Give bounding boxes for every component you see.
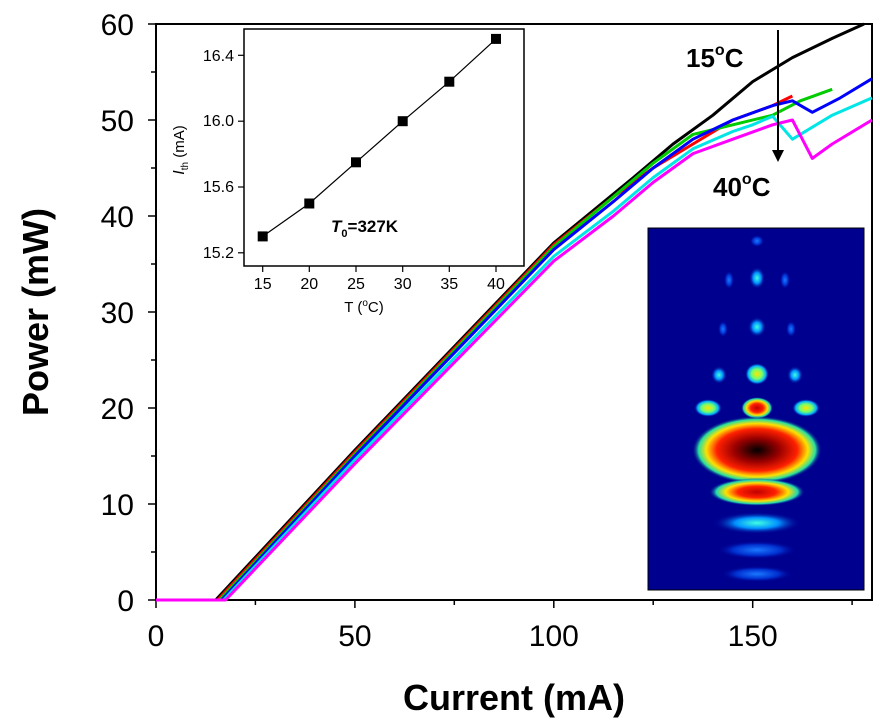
inset-point-15 [257, 231, 268, 242]
y-tick-label-40: 40 [101, 201, 134, 234]
inset-point-30 [397, 116, 408, 127]
y-tick-label-60: 60 [101, 9, 134, 42]
inset-point-20 [304, 198, 315, 209]
power-curve-5 [156, 96, 873, 602]
y-tick-label-30: 30 [101, 297, 134, 330]
main-y-ticks [148, 23, 156, 601]
mode-profile-image [647, 227, 865, 591]
x-axis-title: Current (mA) [403, 677, 625, 718]
y-axis-title: Power (mW) [15, 208, 56, 416]
x-tick-label-100: 100 [529, 620, 579, 653]
inset-y-axis-title: Ith (mA) [171, 125, 191, 174]
power-curves [156, 22, 873, 602]
annotation-40c: 40oC [713, 171, 771, 202]
inset-y-tick-16.0: 16.0 [203, 113, 234, 130]
inset-fit-line [262, 38, 497, 237]
trend-arrow-head [772, 150, 784, 162]
y-tick-label-10: 10 [101, 489, 134, 522]
inset-x-axis-title: T (oC) [344, 298, 383, 316]
inset-y-tick-15.2: 15.2 [203, 245, 234, 262]
power-curve-4 [156, 77, 873, 602]
t0-annotation: T0=327K [331, 217, 399, 240]
y-tick-label-20: 20 [101, 393, 134, 426]
x-tick-label-50: 50 [338, 620, 371, 653]
power-curve-6 [156, 118, 873, 602]
inset-y-tick-15.6: 15.6 [203, 179, 234, 196]
inset-x-tick-15: 15 [254, 276, 272, 293]
inset-x-ticks [262, 266, 497, 272]
inset-plot-frame [243, 28, 525, 267]
x-tick-label-0: 0 [148, 620, 165, 653]
inset-point-40 [491, 33, 501, 44]
inset-chart: 15 20 25 30 35 40 15.2 15.6 16.0 16.4 T … [171, 28, 525, 316]
annotation-15c: 15oC [686, 42, 744, 73]
inset-x-tick-25: 25 [347, 276, 365, 293]
inset-x-tick-20: 20 [300, 276, 318, 293]
x-tick-label-150: 150 [728, 620, 778, 653]
main-x-ticks [155, 600, 853, 608]
inset-point-25 [351, 157, 361, 168]
y-tick-label-50: 50 [101, 105, 134, 138]
inset-y-tick-16.4: 16.4 [203, 48, 234, 65]
inset-x-tick-40: 40 [487, 276, 505, 293]
inset-point-35 [444, 76, 455, 87]
threshold-points [257, 33, 501, 242]
inset-x-tick-35: 35 [440, 276, 458, 293]
inset-x-tick-30: 30 [394, 276, 412, 293]
inset-y-ticks [238, 54, 244, 254]
y-tick-label-0: 0 [117, 585, 134, 618]
